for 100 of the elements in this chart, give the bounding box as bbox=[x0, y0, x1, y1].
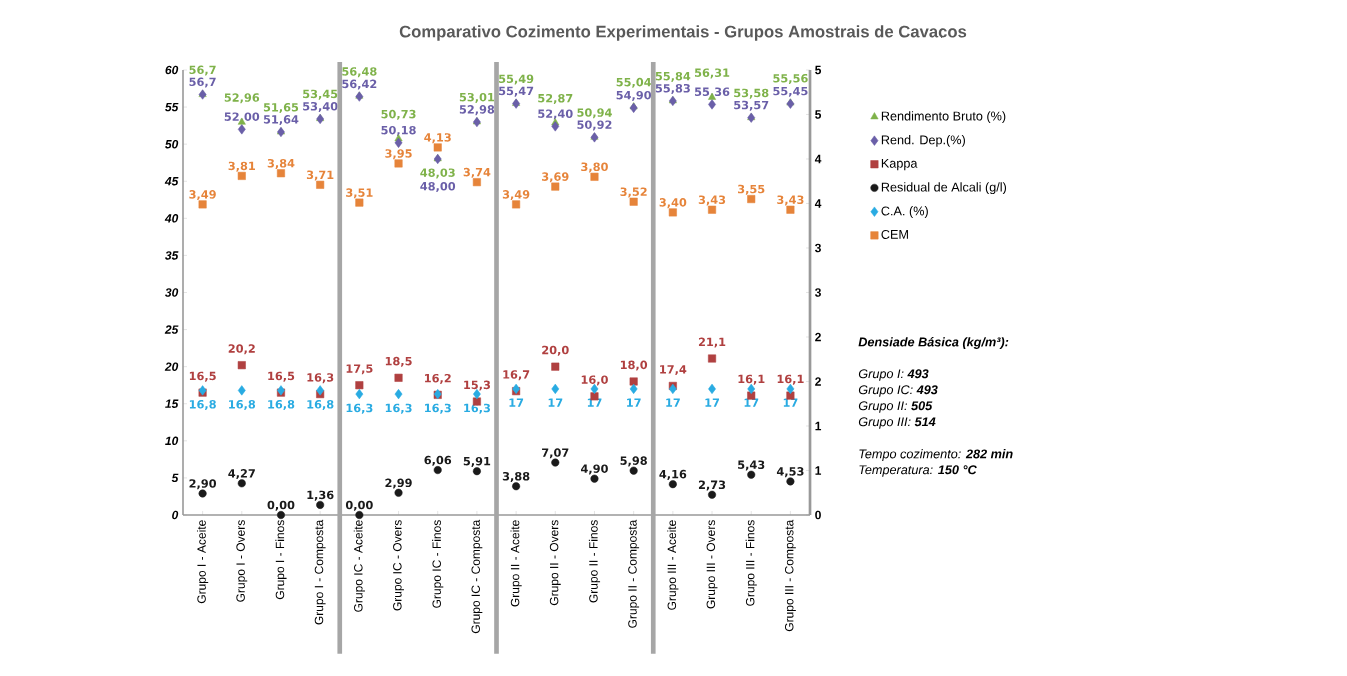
y-tick-label: 45 bbox=[164, 177, 179, 186]
data-label: 17,4 bbox=[660, 365, 687, 376]
data-label: 50,73 bbox=[381, 109, 416, 120]
y-tick-label: 35 bbox=[165, 251, 179, 260]
text: Grupo IC: 493 bbox=[858, 385, 938, 397]
text: Tempo cozimento: 282 min bbox=[859, 449, 1013, 461]
data-label: 3,51 bbox=[346, 188, 373, 199]
data-label: 17 bbox=[548, 398, 563, 407]
text: Grupo III: 514 bbox=[858, 417, 936, 429]
x-tick-label: Grupo IC - Aceite bbox=[353, 520, 365, 612]
data-label: 16,7 bbox=[503, 370, 530, 381]
data-label: 1,36 bbox=[307, 490, 334, 501]
data-label: 4,13 bbox=[424, 133, 451, 144]
y2-tick-label: 5 bbox=[815, 65, 822, 75]
data-label: 3,49 bbox=[189, 190, 216, 201]
y-tick-label: 0 bbox=[172, 510, 179, 520]
data-label: 3,74 bbox=[463, 167, 491, 178]
data-label: 16,3 bbox=[346, 403, 373, 414]
legend-label: Rendimento Bruto (%) bbox=[881, 111, 1006, 123]
data-label: 4,27 bbox=[228, 469, 255, 480]
data-label: 56,7 bbox=[189, 77, 216, 88]
data-label: 50,92 bbox=[577, 120, 612, 131]
data-label: 3,43 bbox=[698, 195, 726, 206]
data-label: 53,58 bbox=[734, 88, 769, 99]
x-tick-label: Grupo IC - Finos bbox=[432, 520, 444, 608]
data-label: 55,47 bbox=[499, 86, 534, 97]
data-label: 55,45 bbox=[773, 86, 808, 97]
data-label: 48,03 bbox=[420, 168, 455, 179]
x-tick-label: Grupo III - Aceite bbox=[667, 520, 679, 610]
data-label: 3,40 bbox=[659, 198, 687, 209]
y2-tick-label: 2 bbox=[815, 377, 821, 386]
x-tick-label: Grupo III - Composta bbox=[784, 519, 796, 632]
data-label: 5,98 bbox=[620, 456, 647, 467]
data-label: 3,55 bbox=[738, 184, 765, 195]
data-label: 16,8 bbox=[229, 400, 256, 411]
data-label: 56,7 bbox=[189, 65, 216, 76]
data-label: 56,31 bbox=[694, 68, 730, 79]
data-label: 18,0 bbox=[620, 360, 648, 371]
y2-tick-label: 4 bbox=[814, 199, 822, 208]
data-label: 3,49 bbox=[502, 190, 530, 201]
data-label: 56,42 bbox=[342, 79, 377, 90]
data-label: 52,98 bbox=[459, 105, 495, 116]
data-label: 50,18 bbox=[381, 125, 416, 136]
data-label: 16,5 bbox=[189, 371, 216, 382]
data-label: 52,40 bbox=[538, 109, 573, 120]
y2-tick-label: 5 bbox=[815, 110, 822, 119]
data-label: 55,83 bbox=[655, 83, 690, 94]
y-tick-label: 25 bbox=[164, 325, 179, 334]
y2-tick-label: 1 bbox=[815, 421, 822, 431]
x-tick-label: Grupo III - Overs bbox=[706, 520, 718, 609]
y2-tick-label: 2 bbox=[815, 332, 821, 342]
x-tick-label: Grupo IC - Overs bbox=[393, 520, 404, 611]
x-tick-label: Grupo I - Finos bbox=[275, 520, 287, 600]
x-tick-label: Grupo I - Composta bbox=[314, 519, 326, 625]
data-label: 53,45 bbox=[303, 89, 338, 100]
data-label: 6,06 bbox=[424, 455, 452, 466]
data-label: 20,2 bbox=[228, 344, 255, 355]
text: Grupo II: 505 bbox=[858, 401, 933, 413]
legend-label: CEM bbox=[881, 229, 908, 239]
y-tick-label: 5 bbox=[171, 473, 179, 483]
data-label: 20,0 bbox=[542, 345, 569, 356]
x-tick-label: Grupo I - Overs bbox=[236, 520, 248, 602]
x-tick-label: Grupo II - Finos bbox=[588, 520, 601, 603]
x-tick-label: Grupo III - Finos bbox=[745, 520, 757, 606]
data-label: 16,2 bbox=[425, 373, 451, 384]
x-tick-label: Grupo I - Aceite bbox=[197, 520, 209, 604]
data-label: 5,43 bbox=[738, 460, 765, 471]
x-tick-label: Grupo II - Aceite bbox=[510, 520, 522, 607]
legend-label: C.A. (%) bbox=[881, 206, 928, 218]
data-label: 0,00 bbox=[267, 500, 295, 511]
data-label: 3,52 bbox=[620, 187, 647, 198]
data-label: 5,91 bbox=[463, 456, 491, 467]
data-label: 15,3 bbox=[464, 380, 490, 391]
data-label: 52,00 bbox=[224, 112, 260, 123]
data-label: 17 bbox=[509, 398, 524, 407]
data-label: 2,90 bbox=[189, 479, 217, 490]
data-label: 16,8 bbox=[307, 400, 334, 411]
data-label: 17 bbox=[627, 398, 641, 407]
data-label: 50,94 bbox=[577, 108, 612, 119]
data-label: 4,90 bbox=[580, 464, 608, 475]
data-label: 2,99 bbox=[385, 478, 412, 489]
data-label: 7,07 bbox=[542, 448, 569, 459]
data-label: 4,53 bbox=[776, 467, 804, 478]
data-label: 18,5 bbox=[385, 356, 412, 367]
y-tick-label: 30 bbox=[165, 288, 179, 297]
legend-label: Residual de Alcali (g/l) bbox=[881, 182, 1007, 195]
data-label: 53,01 bbox=[459, 92, 495, 103]
data-label: 55,84 bbox=[655, 71, 691, 82]
legend-label: Kappa bbox=[881, 158, 918, 171]
data-label: 3,88 bbox=[502, 471, 530, 482]
data-label: 16,0 bbox=[581, 375, 608, 386]
data-label: 4,16 bbox=[659, 469, 687, 480]
data-label: 55,04 bbox=[616, 77, 652, 88]
data-label: 3,84 bbox=[267, 158, 295, 169]
chart-title: Comparativo Cozimento Experimentais - Grupos Amostrais de Cavacos bbox=[399, 25, 967, 41]
data-label: 51,65 bbox=[263, 102, 299, 113]
data-label: 3,80 bbox=[581, 162, 608, 173]
legend-label: Rend. Dep.(%) bbox=[881, 135, 965, 147]
data-label: 17,5 bbox=[346, 364, 373, 375]
y-tick-label: 15 bbox=[165, 399, 179, 408]
